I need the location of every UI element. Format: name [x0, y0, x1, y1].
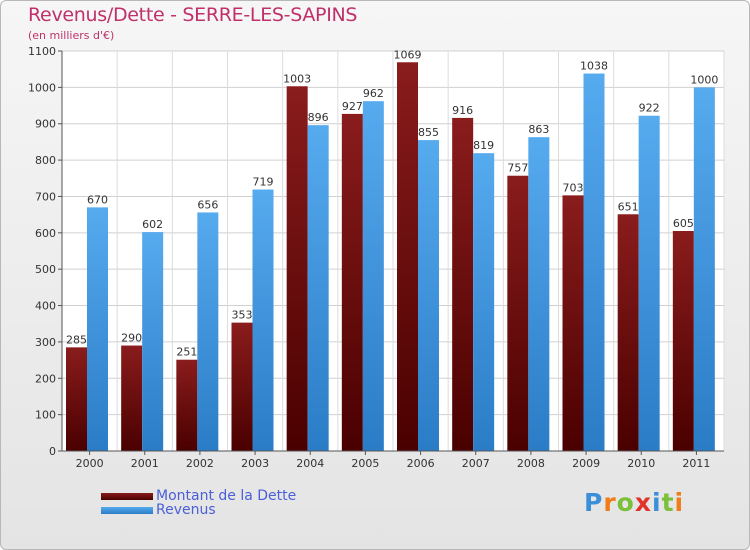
- legend-swatch-revenus: [101, 506, 153, 514]
- legend-swatch-dette: [101, 492, 153, 500]
- logo-letter: o: [616, 488, 635, 517]
- proxiti-logo: Proxiti: [584, 488, 684, 517]
- data-label: 1000: [690, 73, 718, 86]
- data-label: 1003: [283, 72, 311, 85]
- bar-revenus-2003: [252, 189, 274, 451]
- bar-revenus-2001: [142, 232, 164, 451]
- legend-item-dette: Montant de la Dette: [101, 488, 296, 504]
- bar-revenus-2005: [362, 101, 384, 451]
- x-tick-label: 2002: [186, 457, 214, 470]
- y-tick-label: 900: [35, 118, 56, 131]
- data-label: 656: [197, 198, 218, 211]
- data-label: 285: [66, 333, 87, 346]
- bar-dette-2005: [341, 113, 363, 451]
- bar-dette-2000: [66, 347, 87, 451]
- x-tick-label: 2001: [131, 457, 159, 470]
- y-tick-label: 100: [35, 409, 56, 422]
- data-label: 922: [639, 102, 660, 115]
- y-tick-label: 300: [35, 336, 56, 349]
- legend-label-revenus: Revenus: [156, 502, 216, 518]
- data-label: 819: [473, 139, 494, 152]
- bar-dette-2009: [562, 195, 584, 451]
- x-tick-label: 2011: [682, 457, 710, 470]
- y-tick-label: 700: [35, 190, 56, 203]
- bar-dette-2001: [121, 345, 143, 451]
- data-label: 353: [232, 309, 253, 322]
- data-label: 290: [121, 332, 142, 345]
- y-tick-label: 500: [35, 263, 56, 276]
- y-tick-label: 400: [35, 300, 56, 313]
- bar-dette-2003: [231, 322, 253, 451]
- legend-item-revenus: Revenus: [101, 502, 216, 518]
- logo-letter: t: [661, 488, 675, 517]
- bar-revenus-2004: [307, 125, 329, 451]
- bar-revenus-2011: [693, 87, 715, 451]
- data-label: 651: [618, 200, 639, 213]
- data-label: 896: [308, 111, 329, 124]
- bar-dette-2010: [617, 214, 639, 451]
- data-label: 962: [363, 87, 384, 100]
- logo-letter: r: [603, 488, 617, 517]
- bar-revenus-2007: [473, 153, 495, 451]
- bar-revenus-2008: [528, 137, 550, 451]
- data-label: 670: [87, 193, 108, 206]
- data-label: 605: [673, 217, 694, 230]
- logo-letter: i: [674, 488, 685, 517]
- x-tick-label: 2007: [462, 457, 490, 470]
- y-tick-label: 1000: [28, 81, 56, 94]
- y-tick-label: 200: [35, 372, 56, 385]
- data-label: 602: [142, 218, 163, 231]
- x-tick-label: 2006: [407, 457, 435, 470]
- data-label: 757: [507, 162, 528, 175]
- x-tick-label: 2005: [351, 457, 379, 470]
- bar-revenus-2010: [638, 115, 660, 452]
- logo-letter: P: [584, 488, 604, 517]
- bar-dette-2006: [397, 62, 418, 451]
- bar-revenus-2000: [87, 207, 108, 451]
- bar-revenus-2002: [197, 212, 219, 451]
- bar-dette-2008: [507, 175, 529, 451]
- data-label: 703: [563, 181, 584, 194]
- bar-dette-2002: [176, 359, 198, 451]
- y-tick-label: 1100: [28, 45, 56, 58]
- data-label: 251: [176, 346, 197, 359]
- bar-revenus-2006: [418, 140, 439, 451]
- chart-subtitle: (en milliers d'€): [28, 29, 115, 42]
- bar-revenus-2009: [583, 73, 605, 451]
- data-label: 916: [452, 104, 473, 117]
- legend-label-dette: Montant de la Dette: [156, 488, 297, 504]
- data-label: 855: [418, 126, 439, 139]
- y-tick-label: 0: [49, 445, 56, 458]
- y-tick-label: 600: [35, 227, 56, 240]
- chart-title: Revenus/Dette - SERRE-LES-SAPINS: [28, 4, 358, 26]
- x-tick-label: 2008: [517, 457, 545, 470]
- y-tick-label: 800: [35, 154, 56, 167]
- x-tick-label: 2009: [572, 457, 600, 470]
- x-tick-label: 2003: [241, 457, 269, 470]
- data-label: 1038: [580, 60, 608, 73]
- bar-dette-2007: [452, 117, 474, 451]
- logo-letter: x: [634, 488, 652, 517]
- x-tick-label: 2004: [296, 457, 324, 470]
- data-label: 927: [342, 100, 363, 113]
- data-label: 1069: [394, 48, 422, 61]
- bar-dette-2011: [672, 231, 694, 451]
- data-label: 719: [253, 176, 274, 189]
- bar-dette-2004: [286, 86, 308, 451]
- x-tick-label: 2000: [76, 457, 104, 470]
- x-tick-label: 2010: [627, 457, 655, 470]
- logo-letter: i: [652, 488, 662, 517]
- data-label: 863: [528, 123, 549, 136]
